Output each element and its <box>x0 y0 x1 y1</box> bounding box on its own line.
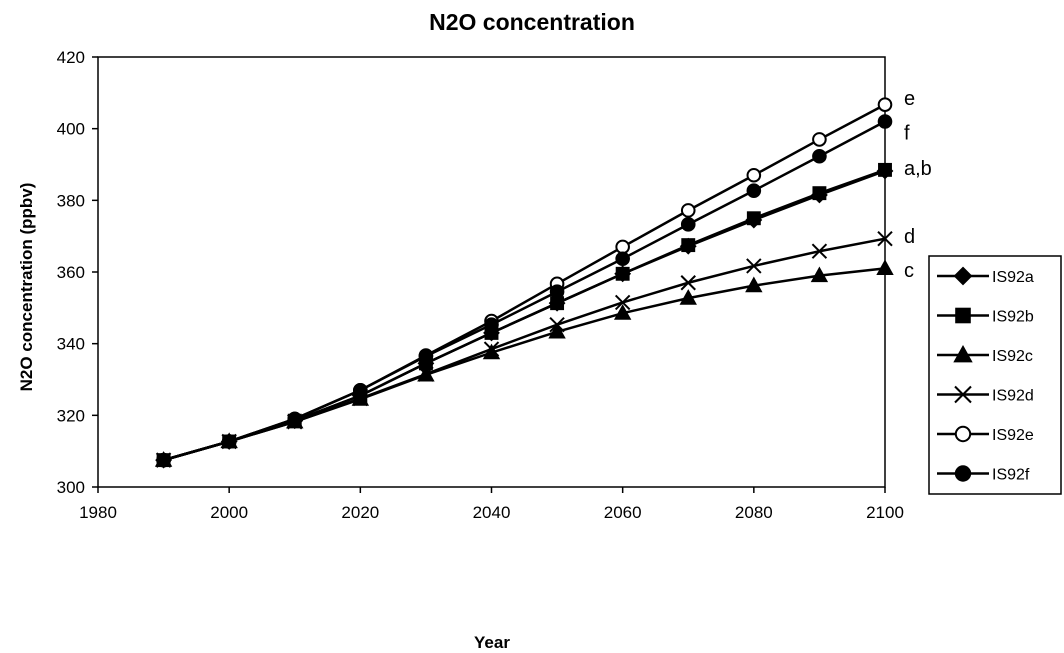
data-point <box>287 411 303 427</box>
legend-entry: IS92d <box>937 385 1034 405</box>
data-point <box>745 276 763 293</box>
data-point <box>681 238 696 253</box>
y-tick-label: 300 <box>57 478 85 497</box>
data-point <box>221 434 237 449</box>
data-point <box>615 239 630 255</box>
data-point <box>877 114 893 129</box>
legend-marker <box>955 307 971 324</box>
x-tick-label: 2080 <box>735 503 773 522</box>
data-point <box>549 284 565 300</box>
series-group <box>154 97 894 469</box>
data-point <box>877 97 893 112</box>
data-point <box>614 294 631 311</box>
data-point <box>811 243 828 259</box>
chart-title: N2O concentration <box>429 9 635 35</box>
data-point <box>746 211 761 226</box>
end-label: a,b <box>904 158 932 180</box>
data-point <box>812 186 827 201</box>
plot-area <box>97 56 886 488</box>
y-tick-label: 380 <box>57 191 85 210</box>
legend-label: IS92a <box>992 269 1034 286</box>
legend-marker <box>953 266 973 286</box>
data-point <box>680 275 696 291</box>
legend-entry: IS92c <box>937 344 1033 365</box>
data-point <box>353 382 368 398</box>
x-axis: 1980 2000 2020 2040 2060 2080 2100 <box>79 487 904 522</box>
series-line <box>163 237 886 462</box>
legend-box <box>928 255 1062 495</box>
data-point <box>418 366 434 382</box>
y-axis-title: N2O concentration (ppbv) <box>17 183 36 392</box>
y-tick-label: 320 <box>57 406 85 425</box>
legend-entry: IS92f <box>937 465 1030 484</box>
data-point <box>746 167 762 183</box>
data-point <box>680 203 696 218</box>
x-axis-title: Year <box>474 633 510 652</box>
legend-entry: IS92b <box>937 307 1034 326</box>
data-point <box>483 341 500 357</box>
data-point <box>746 258 762 274</box>
y-axis: 300 320 340 360 380 400 420 <box>57 48 98 497</box>
data-point <box>876 259 894 276</box>
data-point <box>812 132 827 147</box>
data-point <box>548 322 566 339</box>
legend-marker <box>954 385 972 404</box>
data-point <box>550 296 565 311</box>
plot-border <box>97 56 886 488</box>
data-point <box>680 217 696 232</box>
data-point <box>156 452 171 468</box>
legend-label: IS92d <box>992 388 1034 405</box>
x-tick-label: 2100 <box>866 503 904 522</box>
data-point <box>418 348 434 364</box>
legend-entry: IS92e <box>937 425 1034 444</box>
x-tick-label: 1980 <box>79 503 117 522</box>
y-tick-label: 340 <box>57 335 85 354</box>
x-tick-label: 2020 <box>341 503 379 522</box>
data-point <box>615 266 630 281</box>
legend-label: IS92e <box>992 427 1034 444</box>
data-point <box>746 183 762 198</box>
legend-entry: IS92a <box>937 266 1034 286</box>
legend-marker <box>953 344 973 363</box>
data-point <box>484 317 499 332</box>
data-point <box>810 266 829 283</box>
legend-label: IS92c <box>992 348 1033 365</box>
legend-label: IS92f <box>992 467 1030 484</box>
series-line <box>163 120 886 462</box>
end-label: f <box>904 122 910 144</box>
data-point <box>812 148 827 164</box>
legend: IS92a IS92b IS92c IS92d IS92e IS92f <box>928 255 1062 495</box>
x-tick-label: 2040 <box>473 503 511 522</box>
end-label: c <box>904 260 914 282</box>
data-point <box>613 304 632 320</box>
legend-marker <box>954 465 972 482</box>
data-point <box>615 251 630 267</box>
x-tick-label: 2000 <box>210 503 248 522</box>
data-point <box>877 230 893 247</box>
end-labels: ef a,b dc <box>904 88 932 282</box>
y-tick-label: 420 <box>57 48 85 67</box>
end-label: d <box>904 226 915 248</box>
data-point <box>679 289 697 305</box>
y-tick-label: 400 <box>57 120 85 139</box>
data-point <box>549 316 565 333</box>
x-tick-label: 2060 <box>604 503 642 522</box>
legend-marker <box>954 425 972 443</box>
data-point <box>878 162 892 177</box>
end-label: e <box>904 88 915 110</box>
y-tick-label: 360 <box>57 263 85 282</box>
legend-label: IS92b <box>992 309 1034 326</box>
series-is92f <box>156 114 893 468</box>
